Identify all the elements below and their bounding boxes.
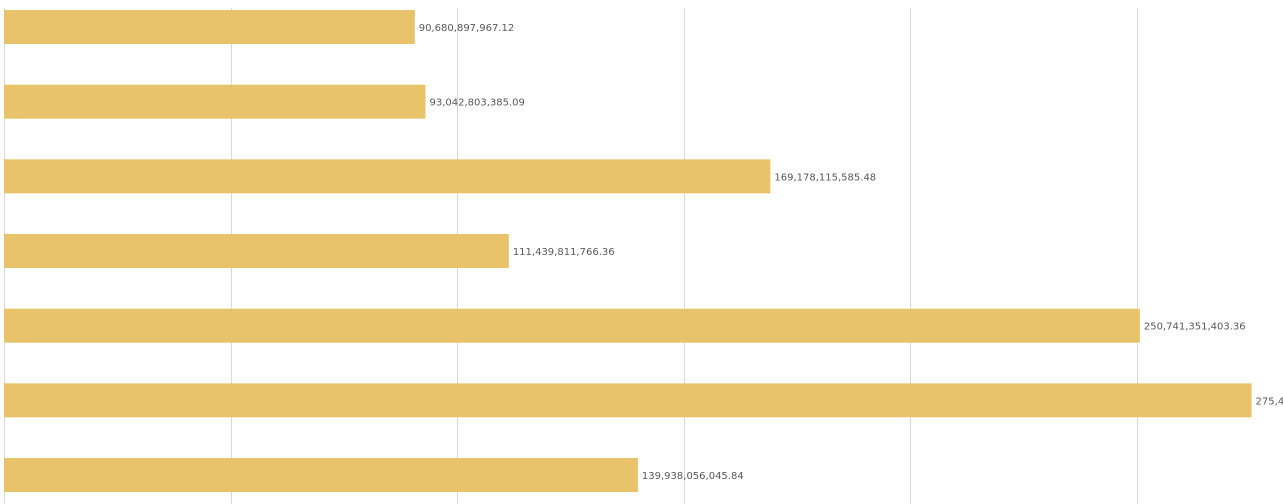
bars xyxy=(4,10,1252,493)
data-label: 111,439,811,766.36 xyxy=(513,247,615,258)
bar[interactable] xyxy=(4,383,1252,418)
bar[interactable] xyxy=(4,308,1140,343)
data-label: 139,938,056,045.84 xyxy=(642,471,744,482)
data-label: 93,042,803,385.09 xyxy=(429,98,524,109)
data-labels: 90,680,897,967.12 93,042,803,385.09 169,17… xyxy=(419,23,1283,482)
bar[interactable] xyxy=(4,84,426,119)
bar[interactable] xyxy=(4,234,509,269)
data-label: 250,741,351,403.36 xyxy=(1144,322,1246,333)
bar[interactable] xyxy=(4,10,415,44)
bar[interactable] xyxy=(4,458,638,493)
data-label: 169,178,115,585.48 xyxy=(774,172,876,183)
bar[interactable] xyxy=(4,159,771,194)
data-label: 90,680,897,967.12 xyxy=(419,23,514,34)
data-label: 275,4 xyxy=(1256,396,1283,407)
